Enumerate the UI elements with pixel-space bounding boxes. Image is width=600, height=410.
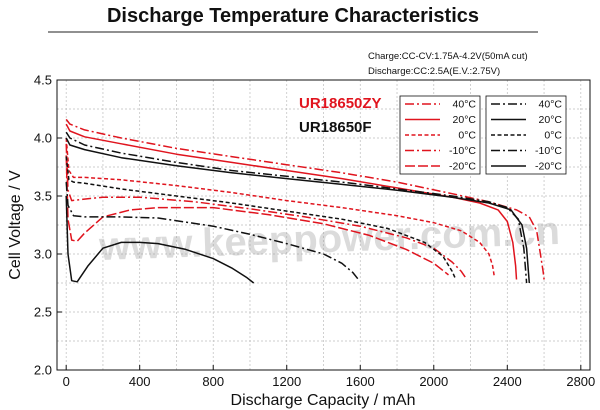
y-tick-label: 2.0 [34, 363, 52, 378]
product-label-f: UR18650F [299, 119, 372, 136]
series-line-9 [65, 195, 255, 284]
legend-label-3: -10°C [449, 145, 476, 157]
legend-label-8: -10°C [535, 145, 562, 157]
x-tick-label: 400 [129, 374, 151, 389]
plot-frame [56, 79, 591, 371]
discharge-condition: Discharge:CC:2.5A(E.V.:2.75V) [368, 66, 500, 77]
y-tick-label: 3.0 [34, 247, 52, 262]
y-axis-label: Cell Voltage / V [7, 170, 24, 280]
x-tick-label: 800 [202, 374, 224, 389]
series-line-5 [65, 131, 528, 284]
y-tick-labels: 2.0 2.5 3.0 3.5 4.0 4.5 [34, 73, 62, 378]
chart-title: Discharge Temperature Characteristics [107, 5, 479, 27]
series-line-0 [65, 118, 545, 280]
y-tick-label: 2.5 [34, 305, 52, 320]
x-tick-label: 0 [63, 374, 70, 389]
series-line-6 [65, 137, 531, 284]
series-line-7 [65, 156, 457, 280]
x-tick-label: 2400 [493, 374, 522, 389]
series-line-8 [65, 182, 359, 280]
x-tick-label: 2800 [566, 374, 595, 389]
legend-label-1: 20°C [453, 114, 477, 126]
y-tick-label: 4.5 [34, 73, 52, 88]
x-tick-label: 1600 [346, 374, 375, 389]
series-line-1 [65, 123, 518, 280]
x-axis-label: Discharge Capacity / mAh [231, 392, 416, 409]
product-label-zy: UR18650ZY [299, 95, 382, 112]
charge-condition: Charge:CC-CV:1.75A-4.2V(50mA cut) [368, 51, 528, 62]
legend: 40°C 20°C 0°C -10°C -20°C 40°C 20°C 0°C -10°C -20… [399, 95, 567, 175]
legend-label-5: 40°C [539, 99, 563, 111]
series-lines [65, 118, 545, 284]
series-line-2 [65, 137, 496, 278]
y-tick-label: 4.0 [34, 131, 52, 146]
legend-label-7: 0°C [544, 130, 562, 142]
x-tick-label: 1200 [272, 374, 301, 389]
legend-label-0: 40°C [453, 99, 477, 111]
y-tick-label: 3.5 [34, 189, 52, 204]
legend-label-9: -20°C [535, 161, 562, 173]
series-line-4 [65, 155, 449, 276]
legend-label-4: -20°C [449, 161, 476, 173]
legend-label-6: 20°C [539, 114, 563, 126]
x-tick-label: 2000 [419, 374, 448, 389]
legend-label-2: 0°C [458, 130, 476, 142]
x-tick-labels: 0 400 800 1200 1600 2000 2400 2800 [63, 365, 595, 389]
